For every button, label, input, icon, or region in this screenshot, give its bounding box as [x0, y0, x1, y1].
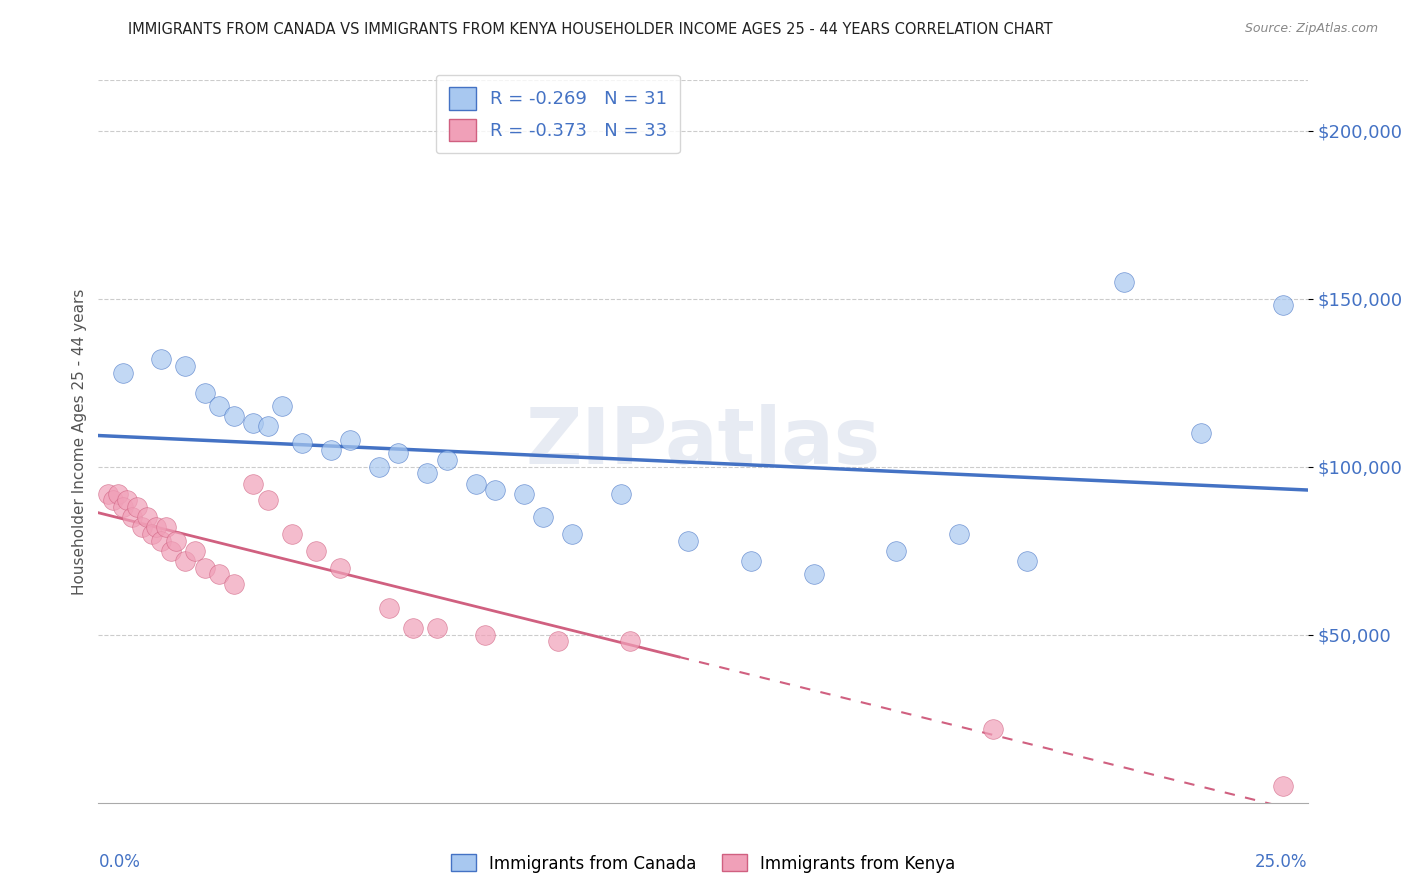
Point [377, 600, 399, 615]
Y-axis label: Householder Income Ages 25 - 44 years: Householder Income Ages 25 - 44 years [72, 288, 87, 595]
Point [150, 352, 173, 367]
Point [305, 543, 328, 558]
Point [387, 446, 409, 460]
Point [531, 510, 554, 524]
Point [135, 510, 157, 524]
Point [145, 520, 167, 534]
Text: IMMIGRANTS FROM CANADA VS IMMIGRANTS FROM KENYA HOUSEHOLDER INCOME AGES 25 - 44 : IMMIGRANTS FROM CANADA VS IMMIGRANTS FRO… [128, 22, 1053, 37]
Legend: Immigrants from Canada, Immigrants from Kenya: Immigrants from Canada, Immigrants from … [444, 847, 962, 880]
Point [1189, 426, 1212, 441]
Point [426, 621, 449, 635]
Point [484, 483, 506, 498]
Point [131, 520, 153, 534]
Legend: R = -0.269   N = 31, R = -0.373   N = 33: R = -0.269 N = 31, R = -0.373 N = 33 [436, 75, 681, 153]
Point [886, 543, 908, 558]
Point [101, 493, 124, 508]
Point [803, 567, 825, 582]
Point [160, 543, 183, 558]
Point [208, 399, 231, 413]
Point [948, 527, 970, 541]
Point [678, 533, 700, 548]
Point [141, 527, 163, 541]
Point [121, 510, 143, 524]
Point [184, 543, 207, 558]
Point [329, 560, 352, 574]
Text: 0.0%: 0.0% [98, 854, 141, 871]
Point [97, 486, 120, 500]
Point [513, 486, 536, 500]
Point [165, 533, 187, 548]
Point [242, 416, 264, 430]
Point [155, 520, 177, 534]
Point [436, 453, 458, 467]
Point [290, 436, 312, 450]
Point [127, 500, 149, 514]
Text: 25.0%: 25.0% [1256, 854, 1308, 871]
Point [1015, 554, 1038, 568]
Point [222, 409, 245, 424]
Point [1272, 298, 1295, 312]
Point [117, 493, 139, 508]
Point [194, 560, 217, 574]
Point [208, 567, 231, 582]
Point [174, 554, 197, 568]
Point [1112, 275, 1135, 289]
Point [402, 621, 425, 635]
Point [416, 467, 439, 481]
Point [339, 433, 361, 447]
Point [107, 486, 129, 500]
Point [242, 476, 264, 491]
Point [111, 500, 134, 514]
Point [740, 554, 762, 568]
Point [1272, 779, 1295, 793]
Point [981, 722, 1004, 736]
Point [561, 527, 583, 541]
Point [174, 359, 197, 373]
Point [256, 493, 278, 508]
Point [368, 459, 391, 474]
Point [619, 634, 641, 648]
Point [194, 385, 217, 400]
Point [256, 419, 278, 434]
Point [547, 634, 569, 648]
Point [111, 366, 134, 380]
Point [319, 442, 342, 457]
Point [474, 628, 496, 642]
Point [271, 399, 294, 413]
Point [464, 476, 486, 491]
Point [222, 577, 245, 591]
Point [150, 533, 173, 548]
Text: Source: ZipAtlas.com: Source: ZipAtlas.com [1244, 22, 1378, 36]
Point [610, 486, 633, 500]
Point [281, 527, 304, 541]
Text: ZIPatlas: ZIPatlas [526, 403, 880, 480]
